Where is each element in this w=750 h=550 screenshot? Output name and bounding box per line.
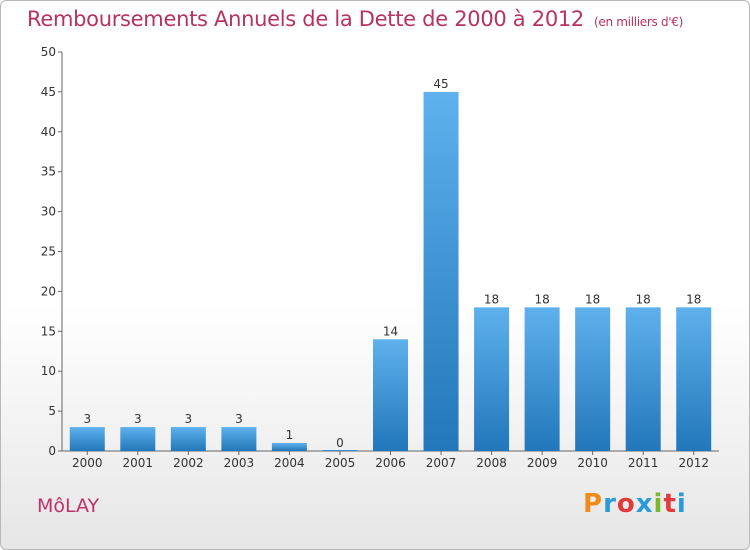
proxiti-logo[interactable]: Proxiti <box>583 489 687 519</box>
x-tick-label: 2008 <box>476 456 507 470</box>
x-tick-label: 2011 <box>628 456 659 470</box>
x-tick-label: 2001 <box>123 456 154 470</box>
chart-subtitle: (en milliers d'€) <box>594 15 684 29</box>
x-tick-label: 2000 <box>72 456 103 470</box>
bar <box>69 427 105 451</box>
x-tick-label: 2005 <box>325 456 356 470</box>
y-tick-label: 25 <box>41 245 56 259</box>
y-tick-label: 45 <box>41 85 56 99</box>
data-label: 3 <box>134 412 142 426</box>
y-tick-label: 20 <box>41 284 56 298</box>
y-tick-label: 35 <box>41 165 56 179</box>
x-tick-label: 2007 <box>426 456 457 470</box>
y-tick-label: 15 <box>41 324 56 338</box>
bar <box>474 307 510 451</box>
logo-letter: o <box>616 489 636 519</box>
x-tick-label: 2012 <box>678 456 709 470</box>
bar <box>524 307 560 451</box>
x-tick-label: 2002 <box>173 456 204 470</box>
bar <box>271 443 307 451</box>
y-tick-label: 40 <box>41 125 56 139</box>
bar <box>221 427 257 451</box>
bar <box>625 307 661 451</box>
data-label: 3 <box>235 412 243 426</box>
chart-title-text: Remboursements Annuels de la Dette de 20… <box>27 7 584 31</box>
chart-title: Remboursements Annuels de la Dette de 20… <box>27 7 683 31</box>
data-label: 45 <box>433 77 448 91</box>
y-tick-label: 30 <box>41 205 56 219</box>
bar <box>120 427 156 451</box>
data-label: 3 <box>185 412 193 426</box>
bar <box>170 427 206 451</box>
data-label: 18 <box>686 292 701 306</box>
y-tick-label: 10 <box>41 364 56 378</box>
x-tick-label: 2010 <box>577 456 608 470</box>
data-label: 1 <box>286 428 294 442</box>
data-label: 18 <box>636 292 651 306</box>
bar <box>676 307 712 451</box>
y-tick-label: 5 <box>48 404 56 418</box>
y-tick-label: 0 <box>48 444 56 458</box>
y-tick-label: 50 <box>41 45 56 59</box>
data-label: 14 <box>383 324 398 338</box>
bar <box>575 307 611 451</box>
data-label: 18 <box>484 292 499 306</box>
logo-letter: i <box>653 489 664 519</box>
bar <box>373 339 408 451</box>
commune-name: MôLAY <box>37 495 100 517</box>
data-label: 18 <box>534 292 549 306</box>
bar <box>423 91 459 452</box>
bar <box>322 450 358 451</box>
logo-letter: i <box>676 489 687 519</box>
x-tick-label: 2009 <box>527 456 558 470</box>
logo-letter: x <box>635 489 654 519</box>
data-label: 0 <box>336 436 344 450</box>
x-tick-label: 2003 <box>224 456 255 470</box>
data-label: 3 <box>83 412 91 426</box>
data-label: 18 <box>585 292 600 306</box>
logo-letter: t <box>663 489 677 519</box>
x-tick-label: 2006 <box>375 456 406 470</box>
logo-letter: r <box>603 489 617 519</box>
logo-letter: P <box>583 489 604 519</box>
x-tick-label: 2004 <box>274 456 305 470</box>
